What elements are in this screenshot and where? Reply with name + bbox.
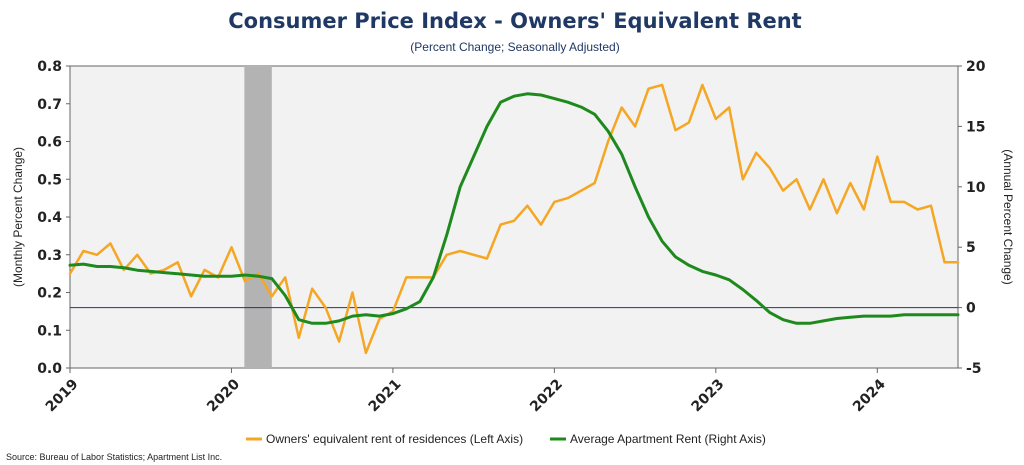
y-axis-right-label: (Annual Percent Change) bbox=[1001, 149, 1015, 284]
y-right-tick-label: 0 bbox=[966, 301, 976, 317]
recession-band-layer bbox=[244, 66, 272, 368]
x-tick-label: 2021 bbox=[366, 376, 405, 415]
chart-subtitle: (Percent Change; Seasonally Adjusted) bbox=[410, 40, 619, 54]
legend-label-apartment-rent: Average Apartment Rent (Right Axis) bbox=[570, 432, 766, 446]
chart-title: Consumer Price Index - Owners' Equivalen… bbox=[228, 9, 801, 33]
y-left-tick-label: 0.8 bbox=[37, 59, 62, 75]
series-line-apartment-rent bbox=[68, 92, 960, 325]
y-left-tick-label: 0.0 bbox=[37, 361, 62, 377]
x-tick-label: 2024 bbox=[850, 376, 889, 415]
y-right-tick-label: 15 bbox=[966, 119, 985, 135]
y-left-tick-label: 0.6 bbox=[37, 135, 62, 151]
y-left-tick-label: 0.3 bbox=[37, 248, 62, 264]
x-tick-label: 2020 bbox=[204, 376, 243, 415]
x-tick-label: 2023 bbox=[689, 376, 728, 415]
x-tick-label: 2019 bbox=[43, 376, 82, 415]
series-layer bbox=[68, 83, 960, 355]
legend: Owners' equivalent rent of residences (L… bbox=[246, 432, 766, 446]
y-left-tick-label: 0.4 bbox=[37, 210, 62, 226]
y-left-tick-label: 0.2 bbox=[37, 286, 62, 302]
y-left-tick-label: 0.1 bbox=[37, 323, 62, 339]
y-axis-left-label: (Monthly Percent Change) bbox=[11, 147, 25, 287]
recession-band bbox=[244, 66, 272, 368]
y-left-tick-label: 0.7 bbox=[37, 97, 62, 113]
y-left-tick-label: 0.5 bbox=[37, 172, 62, 188]
plot-area bbox=[69, 65, 959, 369]
x-tick-label: 2022 bbox=[527, 376, 566, 415]
y-right-tick-label: -5 bbox=[966, 361, 982, 377]
y-right-tick-label: 10 bbox=[966, 180, 986, 196]
y-right-tick-label: 5 bbox=[966, 240, 976, 256]
y-right-tick-label: 20 bbox=[966, 59, 986, 75]
source-note: Source: Bureau of Labor Statistics; Apar… bbox=[6, 452, 222, 462]
legend-label-oer: Owners' equivalent rent of residences (L… bbox=[266, 432, 523, 446]
